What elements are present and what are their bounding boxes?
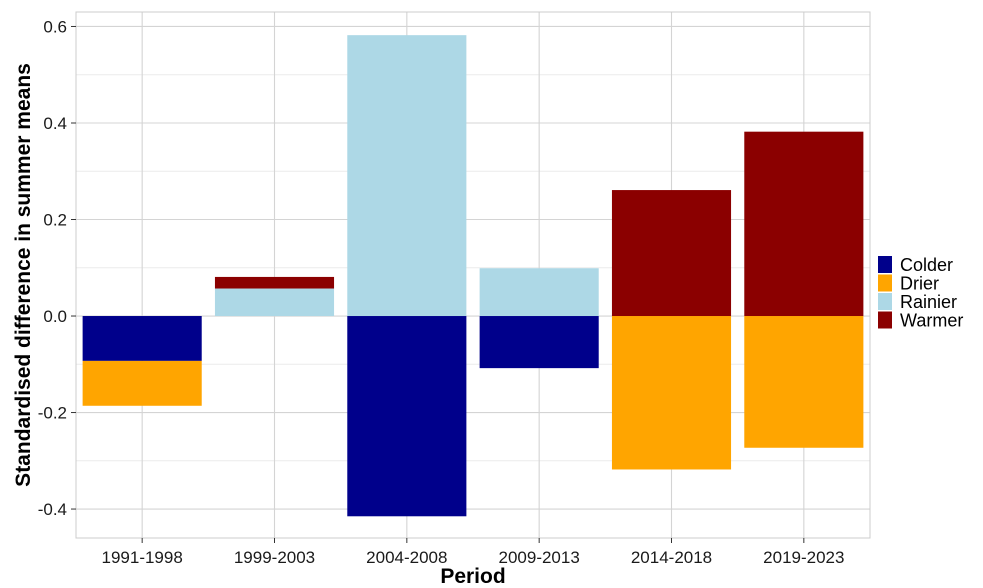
bar-warmer-2014-2018 — [611, 190, 732, 317]
bar-rainier-2009-2013 — [479, 268, 599, 317]
x-tick-label: 2014-2018 — [631, 548, 712, 567]
y-tick-label: 0.4 — [43, 114, 67, 133]
x-axis: 1991-1998 1999-2003 2004-2008 2009-2013 2014… — [102, 538, 844, 567]
bar-rainier-1999-2003 — [214, 288, 335, 317]
y-tick-label: 0.6 — [43, 17, 67, 36]
x-tick-label: 1999-2003 — [234, 548, 315, 567]
bar-drier-2014-2018 — [611, 316, 732, 470]
bar-rainier-2004-2008 — [347, 35, 467, 317]
y-tick-label: -0.2 — [38, 404, 67, 423]
legend-label-warmer: Warmer — [900, 311, 963, 331]
bar-drier-2019-2023 — [744, 316, 864, 448]
y-axis: -0.4 -0.2 0.0 0.2 0.4 0.6 — [38, 17, 76, 519]
x-tick-label: 2019-2023 — [763, 548, 844, 567]
bar-colder-2004-2008 — [347, 316, 467, 517]
x-axis-title: Period — [440, 565, 505, 588]
x-tick-label: 2009-2013 — [499, 548, 580, 567]
bar-warmer-2019-2023 — [744, 131, 864, 317]
bar-drier-1991-1998 — [82, 360, 202, 406]
y-tick-label: -0.4 — [38, 500, 67, 519]
legend-swatch-rainier — [878, 293, 892, 310]
x-tick-label: 2004-2008 — [366, 548, 447, 567]
y-tick-label: 0.0 — [43, 307, 67, 326]
legend-swatch-colder — [878, 256, 892, 273]
x-tick-label: 1991-1998 — [102, 548, 183, 567]
legend-label-colder: Colder — [900, 255, 953, 275]
y-tick-label: 0.2 — [43, 211, 67, 230]
bar-colder-2009-2013 — [479, 316, 599, 369]
legend-label-rainier: Rainier — [900, 292, 957, 312]
legend-swatch-drier — [878, 274, 892, 292]
legend-label-drier: Drier — [900, 274, 939, 294]
bar-colder-1991-1998 — [82, 316, 202, 361]
legend-swatch-warmer — [878, 311, 892, 329]
y-axis-title: Standardised difference in summer means — [12, 63, 35, 487]
bars-layer — [82, 35, 864, 517]
bar-warmer-1999-2003 — [214, 276, 335, 289]
plot-panel-border — [75, 11, 871, 539]
